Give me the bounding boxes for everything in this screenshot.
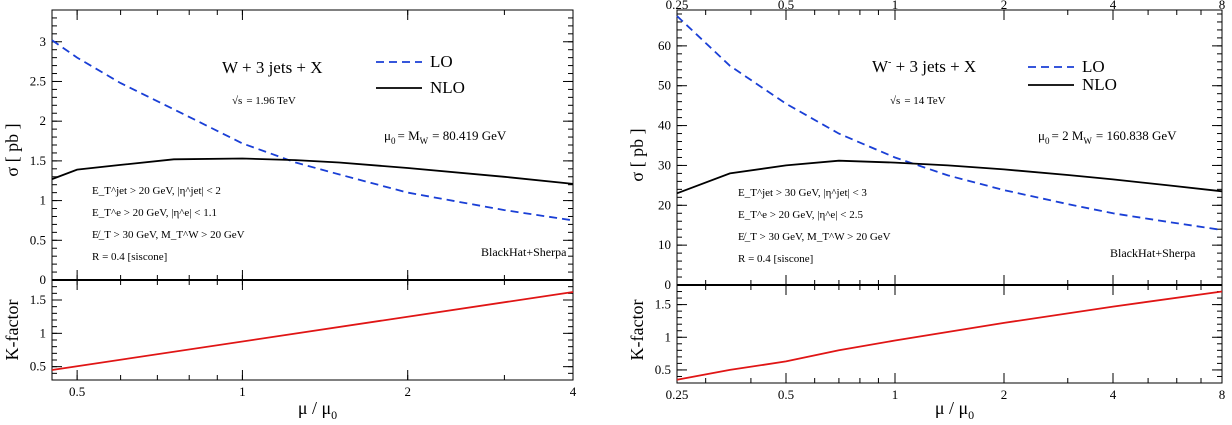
k-tick-label: 1 [40,325,47,340]
y-tick-label: 60 [658,38,671,53]
y-tick-label: 1.5 [30,153,46,168]
y-tick-label: 20 [658,197,671,212]
k-tick-label: 0.5 [655,362,671,377]
x-tick-label: 4 [1110,387,1117,402]
x-tick-label: 2 [404,384,411,399]
x-tick-label: 1 [892,387,899,402]
y-tick-label: 0 [665,277,672,292]
y-axis-label: σ [ pb ] [2,123,22,176]
credit-label: BlackHat+Sherpa [481,245,567,259]
cut-label: R = 0.4 [siscone] [738,253,813,265]
top-plot-frame [676,9,1223,286]
x-top-tick-label: 0.5 [778,0,794,12]
k-factor-series-line [676,290,1223,381]
legend-nlo-label: NLO [1082,75,1117,94]
y-axis-label: σ [ pb ] [627,128,647,181]
x-top-tick-label: 8 [1219,0,1226,12]
bottom-plot-frame [676,284,1223,384]
y-tick-label: 30 [658,157,671,172]
cut-label: E̸_T > 30 GeV, M_T^W > 20 GeV [738,231,891,243]
cut-label: E_T^e > 20 GeV, |η^e| < 2.5 [738,209,863,221]
k-tick-label: 0.5 [30,359,46,374]
credit-label: BlackHat+Sherpa [1110,246,1196,260]
k-tick-label: 1 [665,329,672,344]
k-axis-label: K-factor [2,300,22,361]
mu0-label: μ0 = 2 MW = 160.838 GeV [1038,128,1177,146]
energy-label: √s = 14 TeV [890,95,946,107]
k-axis-label: K-factor [627,300,647,361]
x-top-tick-label: 2 [1001,0,1008,12]
x-tick-label: 8 [1219,387,1226,402]
nlo-series-line [676,159,1223,195]
y-tick-label: 50 [658,78,671,93]
mu0-label: μ0 = MW = 80.419 GeV [384,128,507,146]
x-tick-label: 1 [239,384,246,399]
legend-lo-label: LO [430,52,453,71]
y-tick-label: 40 [658,118,671,133]
lo-series-line [51,39,574,222]
x-top-tick-label: 0.25 [666,0,689,12]
cut-label: E̸_T > 30 GeV, M_T^W > 20 GeV [92,229,245,241]
y-tick-label: 1 [40,193,47,208]
y-tick-label: 10 [658,237,671,252]
right-chart: 0.25 0.25 0.5 0.5 1 1 2 2 4 4 8 8 0 10 20 30 40 50 60 0.5 1 1… [627,0,1225,422]
k-factor-series-line [51,291,574,371]
legend-nlo-label: NLO [430,78,465,97]
y-tick-label: 2 [40,113,47,128]
left-chart: 0.5 1 2 4 0 0.5 1 1.5 2 2.5 3 0.5 1 1.5 σ [ pb ] K-fact… [2,9,577,422]
x-tick-label: 4 [570,384,577,399]
legend-lo-label: LO [1082,57,1105,76]
k-tick-label: 1.5 [30,292,46,307]
k-tick-label: 1.5 [655,297,671,312]
lo-series-line [676,15,1223,231]
process-title: W + 3 jets + X [222,58,323,77]
x-axis-label: μ / μ0 [935,398,974,422]
x-tick-label: 0.5 [69,384,85,399]
energy-label: √s = 1.96 TeV [232,95,296,107]
y-tick-label: 0.5 [30,232,46,247]
y-tick-label: 3 [40,34,47,49]
x-top-tick-label: 1 [892,0,899,12]
x-axis-label: μ / μ0 [298,398,337,422]
y-tick-label: 0 [40,272,47,287]
x-tick-label: 0.25 [666,387,689,402]
y-tick-label: 2.5 [30,73,46,88]
cut-label: R = 0.4 [siscone] [92,251,167,263]
cut-label: E_T^jet > 30 GeV, |η^jet| < 3 [738,187,867,199]
bottom-plot-frame [51,279,574,381]
process-title: W- + 3 jets + X [872,57,976,76]
cut-label: E_T^jet > 20 GeV, |η^jet| < 2 [92,185,221,197]
nlo-series-line [51,157,574,185]
cut-label: E_T^e > 20 GeV, |η^e| < 1.1 [92,207,217,219]
x-tick-label: 2 [1001,387,1008,402]
x-tick-label: 0.5 [778,387,794,402]
x-top-tick-label: 4 [1110,0,1117,12]
